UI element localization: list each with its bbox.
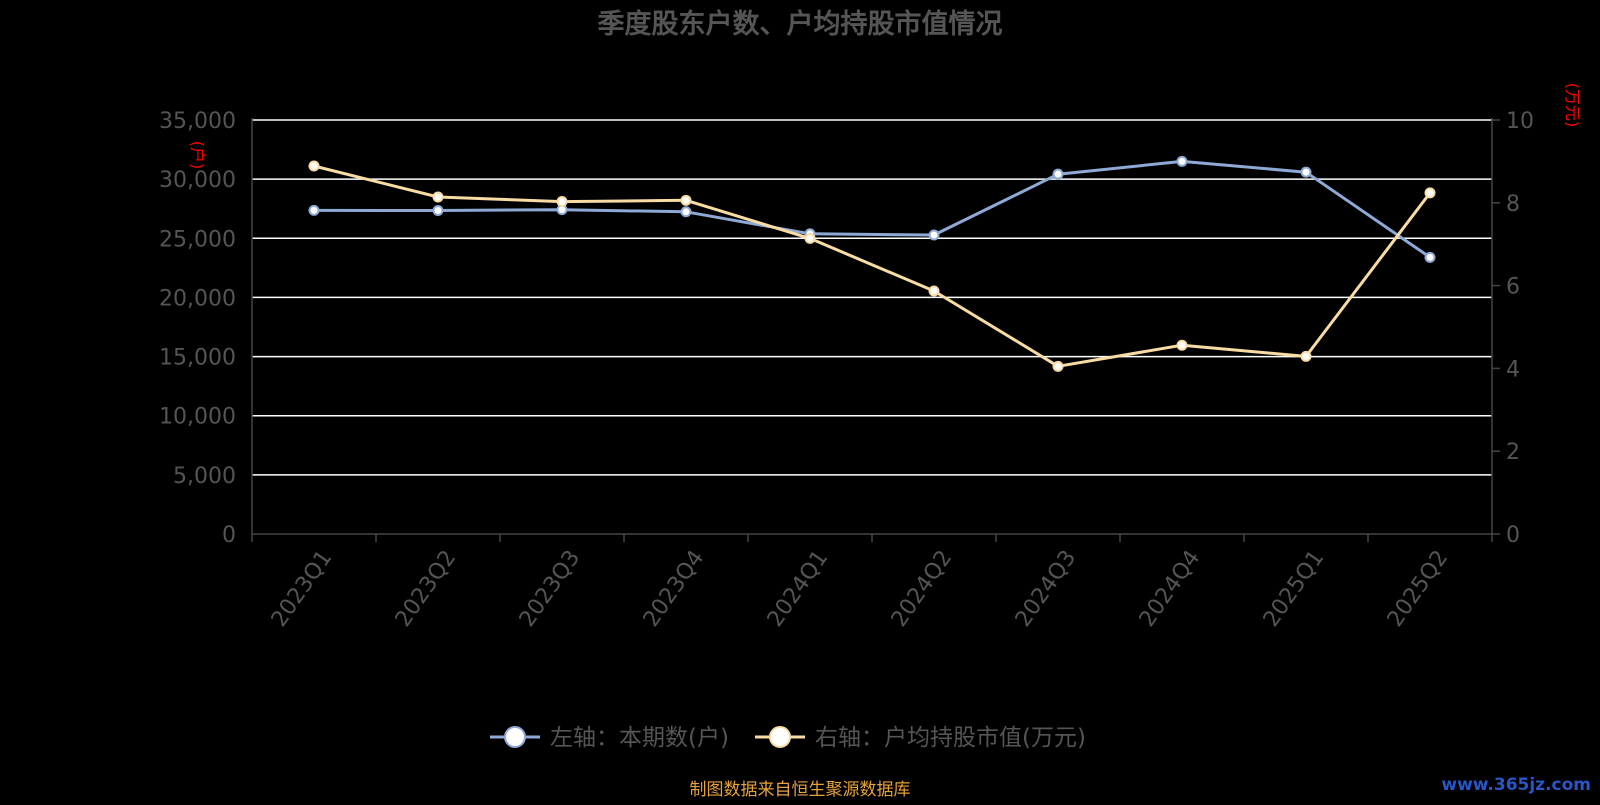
series-point-1 <box>556 196 568 208</box>
series-point-0 <box>1176 155 1188 167</box>
series-point-0 <box>432 204 444 216</box>
series-point-0 <box>1424 251 1436 263</box>
left-axis-tick-label: 5,000 <box>173 464 236 489</box>
series-point-1 <box>1176 339 1188 351</box>
series-point-1 <box>308 160 320 172</box>
chart-title: 季度股东户数、户均持股市值情况 <box>598 8 1003 40</box>
series-point-0 <box>308 204 320 216</box>
series-point-1 <box>928 285 940 297</box>
left-axis-tick-label: 20,000 <box>159 286 236 311</box>
series-point-1 <box>1424 187 1436 199</box>
left-axis-tick-label: 10,000 <box>159 405 236 430</box>
legend-label: 右轴：户均持股市值(万元) <box>815 725 1086 751</box>
series-layer <box>308 155 1436 372</box>
series-point-0 <box>1300 166 1312 178</box>
legend: 左轴：本期数(户) 右轴：户均持股市值(万元) <box>490 725 1086 751</box>
source-note: 制图数据来自恒生聚源数据库 <box>690 780 911 800</box>
legend-item-households[interactable]: 左轴：本期数(户) <box>490 725 729 751</box>
series-point-1 <box>680 194 692 206</box>
right-axis-tick-label: 0 <box>1506 523 1520 548</box>
left-axis-tick-label: 30,000 <box>159 168 236 193</box>
x-axis-tick-label: 2024Q4 <box>1135 546 1206 632</box>
left-axis-tick-label: 35,000 <box>159 109 236 134</box>
x-axis-tick-label: 2024Q2 <box>887 546 958 632</box>
x-axis-tick-label: 2024Q3 <box>1011 546 1082 632</box>
series-point-1 <box>432 191 444 203</box>
legend-swatch-marker <box>504 726 526 748</box>
x-axis-tick-label: 2023Q1 <box>267 546 338 632</box>
right-axis-tick-label: 4 <box>1506 357 1520 382</box>
series-point-0 <box>1052 168 1064 180</box>
right-axis-tick-label: 10 <box>1506 109 1534 134</box>
series-line-1 <box>313 164 1432 368</box>
right-axis-tick-label: 6 <box>1506 275 1520 300</box>
series-point-0 <box>928 229 940 241</box>
x-axis-tick-label: 2023Q3 <box>515 546 586 632</box>
series-point-1 <box>1300 350 1312 362</box>
series-point-0 <box>680 206 692 218</box>
x-axis-tick-label: 2023Q2 <box>391 546 462 632</box>
left-axis-unit-label: (户) <box>188 141 207 170</box>
legend-swatch-marker <box>769 726 791 748</box>
x-axis-tick-label: 2025Q1 <box>1259 546 1330 632</box>
legend-label: 左轴：本期数(户) <box>550 725 729 751</box>
grid-layer <box>252 119 1492 476</box>
watermark: www.365jz.com <box>1441 775 1591 795</box>
series-point-1 <box>1052 360 1064 372</box>
x-axis-tick-label: 2024Q1 <box>763 546 834 632</box>
left-axis-tick-label: 15,000 <box>159 346 236 371</box>
right-axis-tick-label: 2 <box>1506 440 1520 465</box>
right-axis-unit-label: (万元) <box>1563 83 1582 128</box>
x-axis-tick-label: 2023Q4 <box>639 546 710 632</box>
left-axis-tick-label: 0 <box>222 523 236 548</box>
series-point-1 <box>804 232 816 244</box>
legend-item-avg-value[interactable]: 右轴：户均持股市值(万元) <box>755 725 1086 751</box>
right-axis-tick-label: 8 <box>1506 192 1520 217</box>
x-axis-tick-label: 2025Q2 <box>1383 546 1454 632</box>
left-axis-tick-label: 25,000 <box>159 227 236 252</box>
series-line-0 <box>313 159 1431 259</box>
